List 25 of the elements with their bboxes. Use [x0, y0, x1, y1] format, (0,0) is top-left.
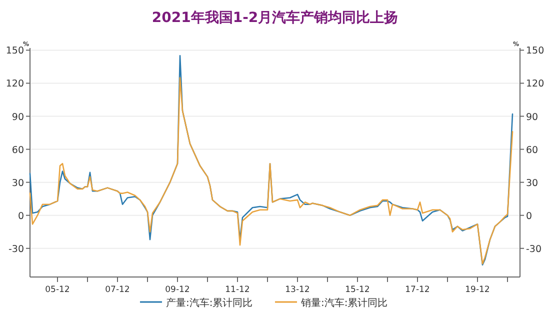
- y-tick-label: 0: [18, 210, 24, 222]
- y2-tick-label: 60: [526, 144, 538, 156]
- chart-title: 2021年我国1-2月汽车产销均同比上扬: [152, 9, 398, 26]
- y2-tick-label: 150: [526, 46, 544, 57]
- y-tick-label: 90: [12, 112, 24, 123]
- x-tick-label: 05-12: [45, 285, 70, 295]
- legend-label: 产量:汽车:累计同比: [166, 297, 253, 309]
- x-tick-label: 07-12: [105, 285, 130, 295]
- y-tick-label: -30: [8, 244, 24, 255]
- y2-tick-label: 30: [526, 178, 538, 189]
- x-tick-label: 15-12: [345, 285, 370, 295]
- y-tick-label: 60: [12, 144, 24, 156]
- y-tick-label: 120: [6, 78, 24, 90]
- y2-tick-label: 120: [526, 78, 544, 90]
- y2-tick-label: 90: [526, 112, 538, 123]
- x-tick-label: 17-12: [405, 285, 430, 295]
- x-tick-label: 13-12: [285, 285, 310, 295]
- y-tick-label: 150: [6, 46, 24, 57]
- y-tick-label: 30: [12, 178, 24, 189]
- y2-tick-label: 0: [526, 210, 532, 222]
- legend-label: 销量:汽车:累计同比: [300, 297, 388, 309]
- y2-tick-label: -30: [526, 244, 542, 255]
- x-tick-label: 09-12: [165, 285, 190, 295]
- x-tick-label: 19-12: [465, 285, 490, 295]
- x-tick-label: 11-12: [225, 285, 250, 295]
